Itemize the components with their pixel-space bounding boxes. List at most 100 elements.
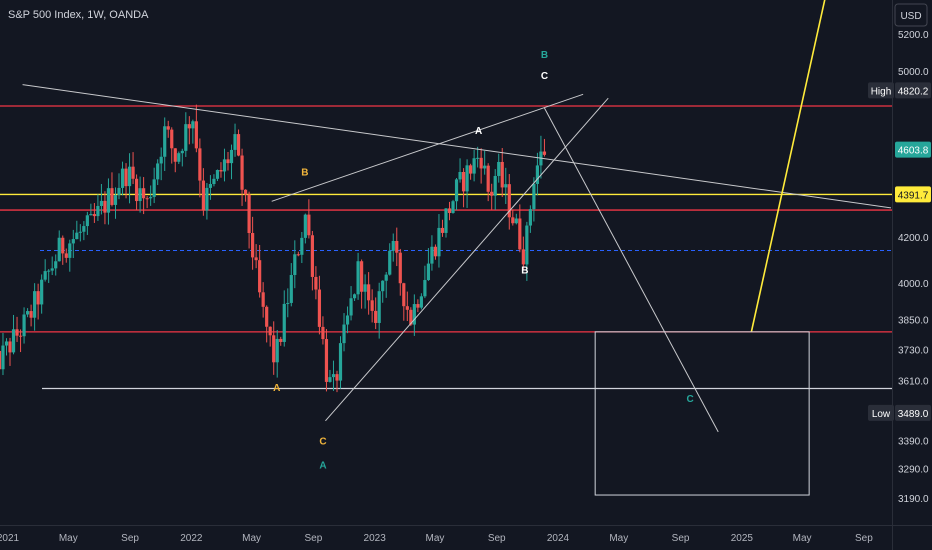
wave-label: A [273,383,280,394]
candle [180,148,184,167]
candle [360,259,364,309]
candle [472,149,476,182]
candle [433,244,438,260]
time-tick-label: 2022 [180,533,203,544]
trend-line-3[interactable] [543,107,719,433]
candle [18,329,23,353]
candle [458,158,462,183]
candle [528,205,532,233]
candle [296,251,300,257]
candle [490,183,494,210]
candle [177,151,181,164]
candle [338,336,343,389]
candle [191,119,195,144]
candle [426,248,431,281]
price-tick-label: 3390.0 [898,436,929,447]
currency-label[interactable]: USD [900,11,921,22]
time-axis[interactable]: 2021 May Sep 2022 May Sep 2023 May Sep 2024 May Sep… [0,533,873,544]
time-tick-label: Sep [488,533,506,544]
time-tick-label: Sep [304,533,322,544]
candle [430,235,434,271]
price-tick-label: 4000.0 [898,279,929,290]
price-badge-value: 4820.2 [898,86,929,97]
candle [454,177,459,211]
candle [198,138,202,198]
candle [440,219,445,237]
candle [208,175,213,200]
trend-line-2[interactable] [271,93,584,202]
target-zone-rect[interactable] [594,331,810,496]
candle [486,163,490,202]
time-tick-label: 2024 [547,533,570,544]
wave-label: C [319,436,326,447]
candle [504,167,508,205]
candle [416,299,420,313]
candle [145,196,149,209]
candle [293,240,297,289]
candle [328,369,332,383]
candle [163,117,167,171]
time-tick-label: May [59,533,78,544]
candle [85,211,89,235]
candle [367,272,371,315]
candle [68,239,72,272]
candle [521,236,525,270]
candle [300,231,304,264]
candle [437,214,441,268]
candle [412,294,416,336]
candle [518,204,522,253]
candle [349,286,353,321]
trend-line-0[interactable] [22,84,892,209]
candle [120,161,125,196]
candle [89,203,93,216]
symbol-title[interactable]: S&P 500 Index, 1W, OANDA [8,9,149,21]
candle [381,280,385,303]
candle [384,272,388,298]
currency-button-frame[interactable] [894,3,928,27]
candle [405,291,409,322]
candle [310,230,314,291]
candle [187,116,191,145]
candle [138,176,142,213]
candle [423,265,427,299]
candle [254,244,258,269]
time-tick-label: 2021 [0,533,20,544]
wave-label: A [319,461,326,472]
candle [261,282,265,318]
target-zone [594,331,810,496]
candle [542,138,547,157]
trend-line-1[interactable] [325,97,609,422]
price-badge-value: 3489.0 [898,409,929,420]
wave-label: B [541,50,548,61]
candle [131,152,135,185]
time-tick-label: Sep [855,533,873,544]
candle [233,123,237,157]
candle [314,266,318,300]
candles [0,104,547,393]
candle [142,177,146,215]
candle [1,332,5,376]
candle [99,184,104,215]
time-tick-label: May [793,533,812,544]
candle [272,321,276,375]
price-badge: Low 3489.0 [868,404,931,421]
candle [117,173,121,200]
candle [222,148,227,182]
candle [514,213,518,225]
time-tick-label: Sep [121,533,139,544]
candle [265,305,269,343]
candle [170,127,174,164]
candle [282,290,286,347]
candle [103,191,107,225]
candle [497,153,501,183]
wave-label: C [686,394,693,405]
trend-line-4[interactable] [750,0,832,333]
price-badge-value: 4603.8 [898,146,929,157]
candle [152,167,156,204]
candle [25,308,30,318]
candle [479,148,483,184]
candle [8,337,12,366]
